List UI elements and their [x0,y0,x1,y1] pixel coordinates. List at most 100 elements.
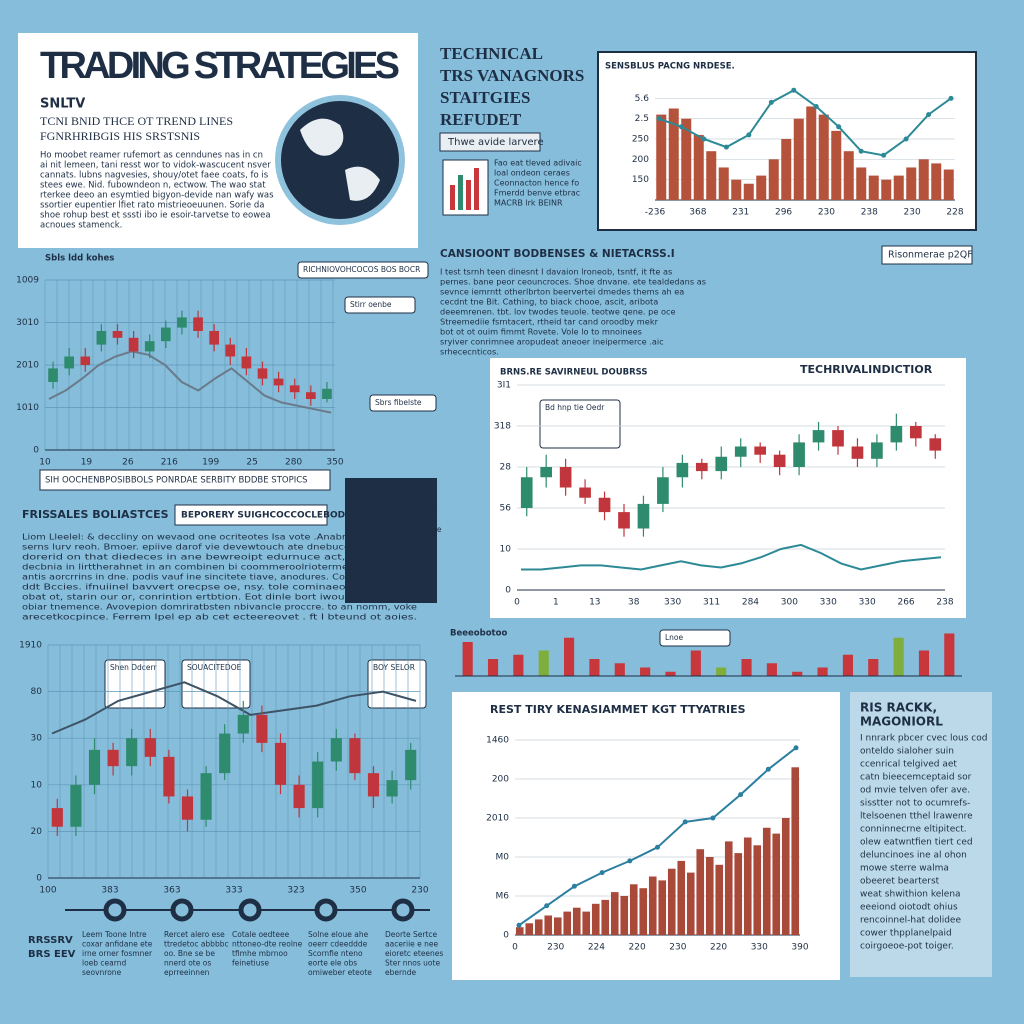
badge-box [174,504,328,526]
candle-body [322,388,332,399]
body-line: ddt Bccies. ifnuiinel bavvert orecpse oe… [22,582,417,592]
body-line: deluncinoes ine al ohon [860,851,967,861]
annotation-box [344,296,416,314]
annotation: SIH OOCHENBPOSIBBOLS PONRDAE SERBITY BDD… [45,476,308,486]
candle-body [929,438,942,451]
x-tick-label: 19 [81,458,93,468]
candle-body [70,784,82,827]
marker [655,844,660,850]
annotation: BOY SELOR [373,663,415,672]
caption-line: Fao eat tleved adivaic [494,159,582,168]
marker [682,819,688,825]
dark-box-line: brotbe eertoefte tfe [350,555,424,564]
timeline-node [170,898,194,922]
marker [627,858,633,864]
bar [893,637,904,676]
body-line: ai nit lemeen, tani resst wor to vidok-w… [40,161,271,171]
tag: Thwe avide larvere [447,137,544,148]
line [51,681,417,735]
dark-box-line: berte bnee ot bebbde [350,535,432,544]
bar [893,175,904,200]
y-tick-label: 200 [492,775,509,785]
x-tick-label: 224 [588,943,605,953]
marker [926,112,932,118]
timeline-node [391,898,415,922]
chart-panel [490,358,966,618]
candle-body [161,327,171,342]
bar [818,114,829,200]
timeline-line: eorte ele obs [308,959,357,968]
annotation-box [659,629,731,647]
body-line: decbnia in lirttherahnet in an combinen … [22,562,417,572]
annotation-box [539,399,621,449]
marker [903,136,909,142]
y-tick-label: 1910 [19,641,42,651]
bar [515,927,524,935]
y-tick-label: 10 [500,545,512,555]
candle-body [579,487,591,498]
y-tick-label: 318 [494,422,511,432]
body-line: acnoues stamenck. [40,221,122,231]
x-tick-label: 231 [732,208,749,218]
candle-body [754,446,767,455]
y-tick-label: 2.5 [635,114,649,124]
x-tick-label: -236 [645,208,666,218]
y-tick-label: 5.6 [635,94,650,104]
heading: TECHNICAL [440,44,543,63]
marker [765,766,771,772]
timeline-line: omiweber eteote [308,968,372,977]
bar [716,667,727,676]
candle-body [618,512,630,529]
bar [544,915,553,935]
heading: STAITGIES [440,88,530,107]
candle-body [306,392,316,399]
x-tick-label: 38 [628,598,640,608]
y-tick-label: 2010 [486,814,509,824]
candle-body [520,477,533,508]
timeline-line: Scornfie nteno [308,949,363,958]
bar [734,853,743,935]
x-tick-label: 280 [285,458,302,468]
bar [781,818,790,935]
bar [724,841,733,935]
heading: MAGONIORL [860,715,943,729]
x-tick-label: 1 [553,598,559,608]
marker [599,870,605,876]
x-tick-label: 25 [246,458,257,468]
badge: Risonmerae p2QF [888,250,973,261]
x-tick-label: 199 [202,458,219,468]
candle-body [112,331,123,338]
annotation: Lnoe [665,633,684,642]
candle-body [107,749,119,767]
annotation: Stirr oenbe [350,300,392,309]
bar [944,633,955,676]
marker [544,903,550,909]
dark-box-line: bcemoc oitoe enimerer [350,505,438,514]
marker [881,152,887,158]
candle-body [349,738,361,774]
y-tick-label: 30 [31,734,43,744]
marker [768,99,774,105]
y-tick-label: 56 [500,504,512,514]
candle-body [540,467,553,478]
candle-body [289,385,300,393]
x-tick-label: 238 [861,208,878,218]
candle-body [144,341,155,352]
x-tick-label: 100 [39,886,56,896]
y-tick-label: 3I1 [497,381,511,391]
bar [582,911,591,935]
line [48,350,332,414]
x-tick-label: 330 [751,943,768,953]
marker [516,922,522,928]
marker [793,745,799,751]
chart-title: Beeeobotoo [450,629,507,639]
bar [753,845,762,935]
annotation: Bd hnp tie Oedr [545,403,605,412]
x-tick-label: 230 [818,208,835,218]
x-tick-label: 323 [287,886,304,896]
marker [858,148,864,154]
x-tick-label: 230 [904,208,921,218]
caption-line: MACRB lrk BEINR [494,199,563,208]
timeline-line: tfimhe mbrnoo [232,949,288,958]
body-line: obiar tnemence. Avovepion domriratbsten … [22,602,417,612]
